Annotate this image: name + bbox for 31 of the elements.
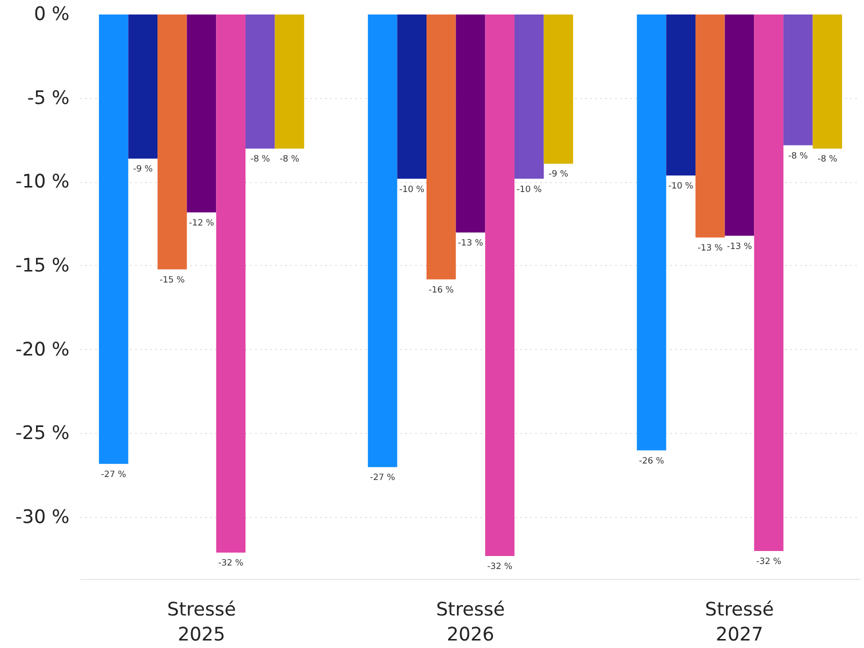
data-label: -13 % (726, 242, 752, 252)
data-label: -9 % (548, 170, 568, 180)
data-label: -8 % (250, 154, 270, 165)
data-label: -32 % (756, 557, 782, 567)
data-label: -10 % (668, 181, 694, 192)
y-tick-label: -25 % (15, 423, 70, 444)
x-tick-label: Stressé 2025 (167, 600, 236, 646)
y-tick-label: -10 % (15, 172, 70, 193)
data-label: -8 % (818, 154, 838, 165)
y-tick-label: 0 % (34, 4, 70, 25)
data-label: -10 % (516, 184, 542, 195)
data-label: -16 % (428, 285, 454, 296)
data-label: -10 % (399, 184, 424, 195)
data-label: -32 % (487, 562, 512, 572)
data-label: -9 % (133, 164, 153, 175)
data-label: -13 % (698, 243, 723, 254)
y-tick-label: -20 % (15, 339, 70, 360)
data-label: -8 % (280, 154, 300, 165)
y-tick-label: -5 % (27, 88, 70, 109)
data-label: -32 % (218, 558, 244, 569)
data-label: -15 % (160, 275, 185, 286)
x-tick-label: Stressé 2027 (705, 600, 774, 646)
data-label: -13 % (458, 238, 484, 248)
data-label: -8 % (788, 151, 808, 162)
data-label: -27 % (370, 473, 396, 484)
x-tick-label: Stressé 2026 (436, 600, 505, 646)
data-label: -27 % (101, 470, 126, 480)
data-label: -26 % (638, 456, 664, 466)
y-tick-label: -30 % (15, 506, 70, 528)
y-tick-label: -15 % (15, 255, 70, 276)
data-label: -12 % (188, 218, 214, 228)
